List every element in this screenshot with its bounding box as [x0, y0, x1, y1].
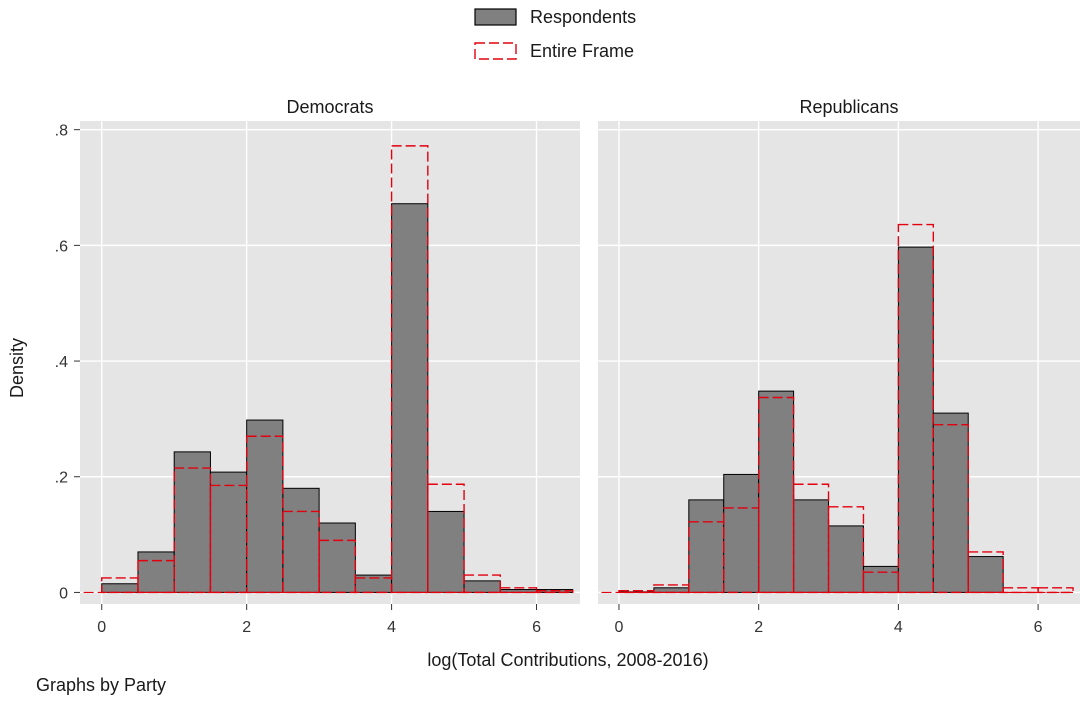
bar-respondents-republicans	[897, 246, 934, 593]
bar-respondents-republicans	[932, 412, 969, 593]
bar-entire-frame-republicans	[653, 584, 690, 594]
bar-respondents-democrats	[101, 583, 139, 593]
y-tick-label: .4	[55, 354, 68, 371]
panel-title-democrats: Democrats	[286, 97, 373, 117]
bar-entire-frame-republicans	[1037, 587, 1074, 594]
bar-respondents-democrats	[427, 510, 465, 593]
bar-entire-frame-democrats	[499, 587, 538, 594]
x-tick-label-republicans: 6	[1034, 619, 1043, 636]
panel-title-republicans: Republicans	[799, 97, 898, 117]
bar-respondents-democrats	[391, 203, 429, 593]
bar-respondents-republicans	[723, 473, 760, 593]
bar-respondents-democrats	[246, 419, 284, 593]
y-axis-label: Density	[7, 338, 27, 398]
bar-entire-frame-democrats	[318, 539, 357, 594]
bar-entire-frame-democrats	[463, 574, 501, 594]
bar-respondents-republicans	[793, 499, 830, 593]
bar-respondents-democrats	[318, 522, 356, 593]
y-tick-label: .6	[55, 238, 68, 255]
legend-label-entire-frame: Entire Frame	[530, 41, 634, 61]
bar-respondents-republicans	[862, 565, 899, 593]
bar-respondents-democrats	[282, 487, 320, 593]
bar-entire-frame-democrats	[101, 577, 139, 594]
bar-entire-frame-democrats	[427, 483, 465, 594]
bar-entire-frame-republicans	[723, 507, 760, 594]
bar-respondents-republicans	[828, 525, 864, 593]
bar-respondents-democrats	[173, 451, 211, 593]
bar-entire-frame-republicans	[967, 551, 1004, 594]
x-tick-label-republicans: 4	[894, 619, 903, 636]
graphs-by-note: Graphs by Party	[36, 675, 166, 695]
legend-swatch-entire-frame	[474, 42, 517, 60]
bar-entire-frame-democrats	[535, 589, 574, 594]
y-tick-label: 0	[59, 585, 68, 602]
bar-entire-frame-republicans	[792, 483, 830, 594]
y-tick-label: .8	[55, 123, 68, 140]
bar-entire-frame-republicans	[897, 223, 935, 594]
bar-respondents-republicans	[688, 499, 725, 593]
x-tick-label-democrats: 0	[97, 619, 106, 636]
bar-respondents-democrats	[209, 471, 248, 593]
bar-respondents-republicans	[967, 556, 1004, 593]
legend-swatch-respondents	[474, 8, 517, 26]
bar-entire-frame-democrats	[282, 510, 320, 594]
bar-entire-frame-republicans	[932, 423, 969, 594]
bar-respondents-democrats	[137, 551, 175, 593]
bar-respondents-republicans	[758, 390, 795, 593]
panel-background-republicans	[598, 121, 1080, 604]
x-tick-label-democrats: 2	[242, 619, 251, 636]
x-tick-label-republicans: 2	[754, 619, 763, 636]
bar-respondents-democrats	[463, 580, 501, 593]
plot-layer: 0 2 4 6 0 .2 .4 .6 .8 0 2 4 6	[55, 121, 1080, 636]
x-axis-label: log(Total Contributions, 2008-2016)	[427, 650, 708, 670]
bar-entire-frame-democrats	[390, 145, 429, 594]
legend-label-respondents: Respondents	[530, 7, 636, 27]
bar-entire-frame-republicans	[862, 571, 900, 594]
bar-entire-frame-republicans	[827, 506, 865, 594]
legend: Respondents Entire Frame	[474, 7, 636, 61]
y-tick-label: .2	[55, 470, 68, 487]
x-tick-label-republicans: 0	[615, 619, 624, 636]
x-tick-label-democrats: 6	[532, 619, 541, 636]
x-tick-label-democrats: 4	[387, 619, 396, 636]
bar-entire-frame-democrats	[137, 559, 175, 594]
